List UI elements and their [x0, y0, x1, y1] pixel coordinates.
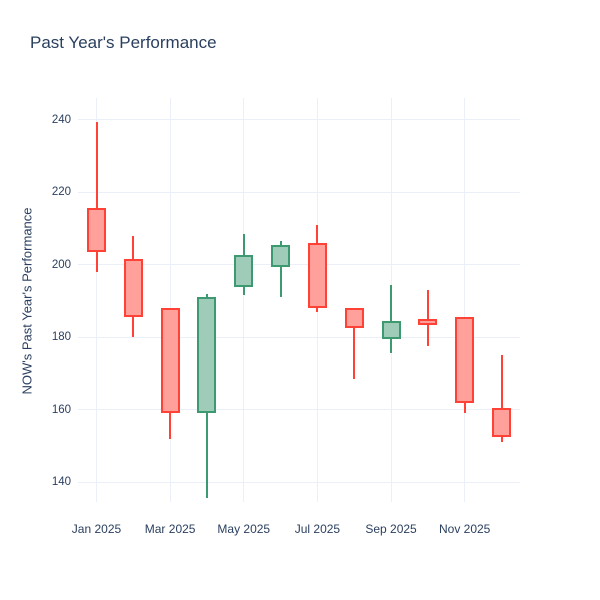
gridline-horizontal	[78, 119, 520, 121]
candle-wick	[500, 355, 503, 443]
x-tick-label: Sep 2025	[365, 522, 417, 536]
gridline-horizontal	[78, 481, 520, 483]
candle-feb-2025	[123, 259, 143, 318]
gridline-horizontal	[78, 264, 520, 266]
gridline-vertical	[464, 98, 466, 502]
y-tick-label: 240	[51, 113, 71, 126]
x-tick-label: May 2025	[217, 522, 271, 536]
candle-wick	[426, 290, 429, 347]
candle-jul-2025	[307, 242, 327, 309]
gridline-horizontal	[78, 409, 520, 411]
candle-jun-2025	[271, 244, 291, 267]
gridline-vertical	[169, 98, 171, 502]
candle-wick	[390, 284, 393, 354]
y-tick-label: 140	[51, 476, 71, 489]
y-axis-title: NOW's Past Year's Performance	[19, 207, 35, 395]
candle-wick	[279, 241, 282, 298]
candle-apr-2025	[197, 297, 217, 414]
y-tick-label: 160	[51, 403, 71, 416]
candle-wick	[353, 309, 356, 379]
gridline-vertical	[243, 98, 245, 502]
y-tick-label: 180	[51, 331, 71, 344]
candle-mar-2025	[160, 307, 180, 414]
y-tick-label: 220	[51, 186, 71, 199]
gridline-horizontal	[78, 336, 520, 338]
candle-nov-2025	[455, 317, 475, 403]
candle-may-2025	[234, 255, 254, 287]
y-tick-label: 200	[51, 258, 71, 271]
candle-sep-2025	[381, 320, 401, 340]
x-tick-label: Jan 2025	[71, 522, 122, 536]
gridline-vertical	[96, 98, 97, 502]
candle-aug-2025	[344, 307, 364, 329]
candle-jan-2025	[87, 208, 106, 253]
candle-wick	[95, 121, 98, 272]
candle-dec-2025	[492, 407, 511, 437]
x-tick-label: Nov 2025	[438, 522, 491, 536]
candle-oct-2025	[418, 318, 438, 325]
x-tick-label: Mar 2025	[144, 522, 196, 536]
gridline-horizontal	[78, 191, 520, 193]
chart-title: Past Year's Performance	[30, 33, 217, 52]
x-tick-label: Jul 2025	[294, 522, 341, 536]
